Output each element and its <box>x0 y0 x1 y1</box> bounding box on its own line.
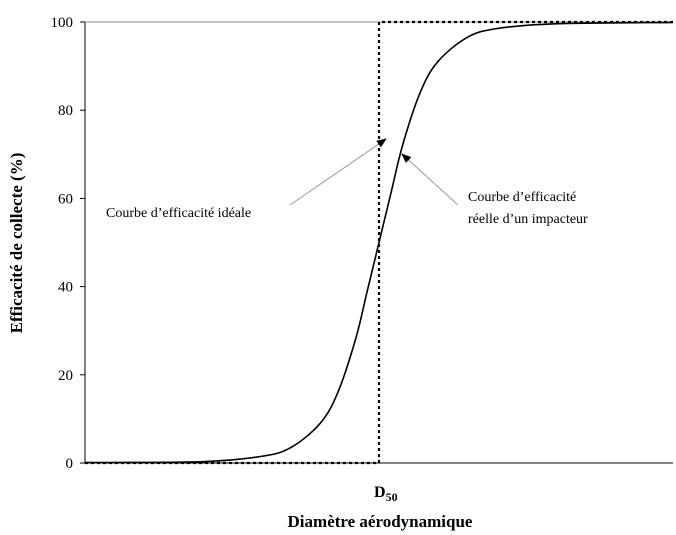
y-tick-label: 80 <box>58 103 73 119</box>
ideal-curve-annotation: Courbe d’efficacité idéale <box>106 206 251 221</box>
y-tick-label: 100 <box>51 15 74 31</box>
y-tick-label: 20 <box>58 368 73 384</box>
ideal-efficiency-curve <box>85 20 673 465</box>
ideal-annotation-arrow <box>289 138 387 206</box>
y-tick-label: 0 <box>66 456 74 472</box>
d50-label: D50 <box>374 484 398 504</box>
real-curve-annotation-line1: Courbe d’efficacité <box>468 190 576 205</box>
real-efficiency-curve <box>84 21 674 464</box>
y-axis-title: Efficacité de collecte (%) <box>7 153 26 334</box>
real-annotation-arrow <box>401 153 459 206</box>
y-ticks: 0 20 40 60 80 100 <box>51 15 85 472</box>
real-curve-annotation-line2: réelle d’un impacteur <box>468 212 588 227</box>
x-axis-title: Diamètre aérodynamique <box>288 512 473 531</box>
y-tick-label: 60 <box>58 191 73 207</box>
series-layer <box>84 20 674 465</box>
y-tick-label: 40 <box>58 280 73 296</box>
